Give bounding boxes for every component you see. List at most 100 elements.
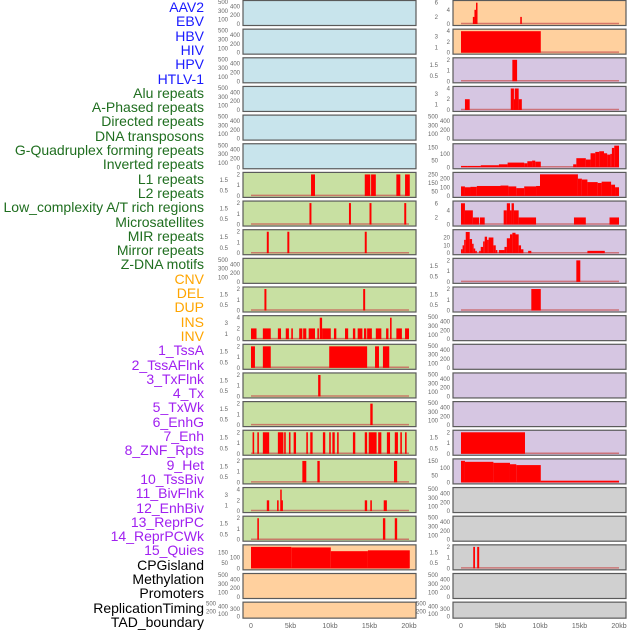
y-tick-label: 200 (440, 414, 451, 420)
data-bar (510, 88, 514, 110)
y-tick-label: 2 (237, 430, 241, 436)
y-tick-label: 300 (428, 381, 439, 387)
data-bar (493, 462, 510, 483)
y-tick-label: 200 (230, 13, 241, 19)
data-bar (405, 432, 407, 454)
y-tick-label: 4 (237, 488, 241, 494)
y-tick-label: 0 (447, 615, 451, 621)
panel-background (452, 486, 627, 514)
y-tick-label: 0.5 (220, 475, 229, 481)
y-tick-label: 0 (447, 51, 451, 57)
track-panel: 0 0.5 1 1.5 2 (220, 372, 417, 400)
track-label: Z-DNA motifs (120, 256, 204, 273)
y-tick-label: 20 (443, 235, 450, 241)
y-tick-label: 500 (218, 0, 229, 6)
y-tick-label: 0 (447, 223, 451, 229)
data-bar (369, 203, 372, 225)
y-tick-label: 500 (428, 115, 439, 121)
track-label: L2 repeats (137, 184, 204, 201)
data-bar (251, 546, 292, 569)
x-tick-label: 15kb (362, 623, 377, 630)
track-label: HPV (175, 56, 204, 73)
y-tick-label: 200 (440, 357, 451, 363)
y-tick-label: 300 (428, 525, 439, 531)
y-tick-label: 0 (237, 366, 241, 372)
y-tick-label: 150 (218, 550, 229, 556)
y-tick-label: 0.5 (220, 189, 229, 195)
track-label: Microsatellites (115, 213, 204, 230)
x-tick-label: 5kb (495, 623, 506, 630)
y-tick-label: 100 (428, 505, 439, 511)
data-bar (601, 181, 612, 196)
y-tick-label: 0 (237, 538, 241, 544)
data-bar (311, 174, 315, 196)
panel-background (452, 572, 627, 600)
data-bar (462, 245, 465, 254)
panel-background (452, 401, 627, 428)
y-tick-label: 300 (218, 152, 229, 158)
y-tick-label: 0 (447, 194, 451, 200)
data-bar (251, 346, 255, 368)
y-tick-label: 50 (431, 190, 438, 196)
track-panel: 0 1 2 3 4 (225, 315, 417, 343)
data-bar (573, 164, 577, 168)
y-tick-label: 300 (218, 95, 229, 101)
track-label: Directed repeats (101, 113, 204, 130)
y-tick-label: 400 (230, 148, 241, 154)
y-tick-label: 1.5 (220, 235, 229, 241)
data-bar (394, 518, 398, 540)
data-bar (540, 174, 578, 196)
y-tick-label: 400 (440, 577, 451, 583)
y-tick-label: 400 (428, 604, 439, 610)
y-tick-label: 1.5 (220, 464, 229, 470)
y-tick-label: 0.5 (430, 303, 439, 309)
y-tick-label: 500 (428, 315, 439, 321)
track-label: DUP (174, 299, 204, 316)
track-label: 10_TssBiv (140, 470, 204, 487)
y-tick-label: 0 (447, 165, 451, 171)
panel-background (242, 257, 417, 284)
y-tick-label: 100 (440, 185, 451, 191)
data-bar (299, 328, 303, 340)
data-bar (461, 186, 465, 196)
panel-background (452, 515, 627, 542)
data-bar (487, 239, 489, 254)
panel-background (242, 229, 417, 256)
panel-background (242, 85, 417, 113)
data-bar (518, 217, 537, 225)
track-panel: 0 0.5 1 1.5 2 (220, 515, 417, 544)
y-tick-label: 100 (218, 275, 229, 281)
y-tick-label: 4 (447, 29, 451, 35)
data-bar (506, 203, 510, 225)
panel-background (242, 114, 417, 141)
y-tick-label: 0.5 (430, 274, 439, 280)
data-bar (498, 250, 505, 254)
y-tick-label: 0 (447, 595, 451, 601)
track-label-list: AAV2 EBV HBV HIV HPV HTLV-1 Alu repeats A-Phase… (0, 0, 205, 630)
y-tick-label: 1 (237, 355, 241, 361)
y-tick-label: 1 (237, 412, 241, 418)
data-bar (480, 165, 499, 168)
y-tick-label: 0.5 (430, 74, 439, 80)
y-tick-label: 150 (428, 145, 439, 151)
y-tick-label: 400 (230, 577, 241, 583)
data-bar (614, 145, 619, 168)
y-tick-label: 300 (428, 410, 439, 416)
y-tick-label: 1.5 (430, 264, 439, 270)
data-bar (262, 432, 270, 454)
y-tick-label: 1 (435, 103, 439, 109)
data-bar (480, 246, 484, 254)
x-tick-label: 10kb (532, 623, 547, 630)
data-bar (576, 260, 581, 282)
y-tick-label: 4 (447, 8, 451, 14)
data-bar (386, 328, 389, 340)
y-tick-label: 1.5 (220, 378, 229, 384)
data-bar (364, 174, 371, 196)
track-panel: 0 0.5 1 1.5 2 (220, 229, 417, 257)
y-tick-label: 2 (237, 344, 241, 350)
y-tick-label: 2 (447, 40, 451, 46)
